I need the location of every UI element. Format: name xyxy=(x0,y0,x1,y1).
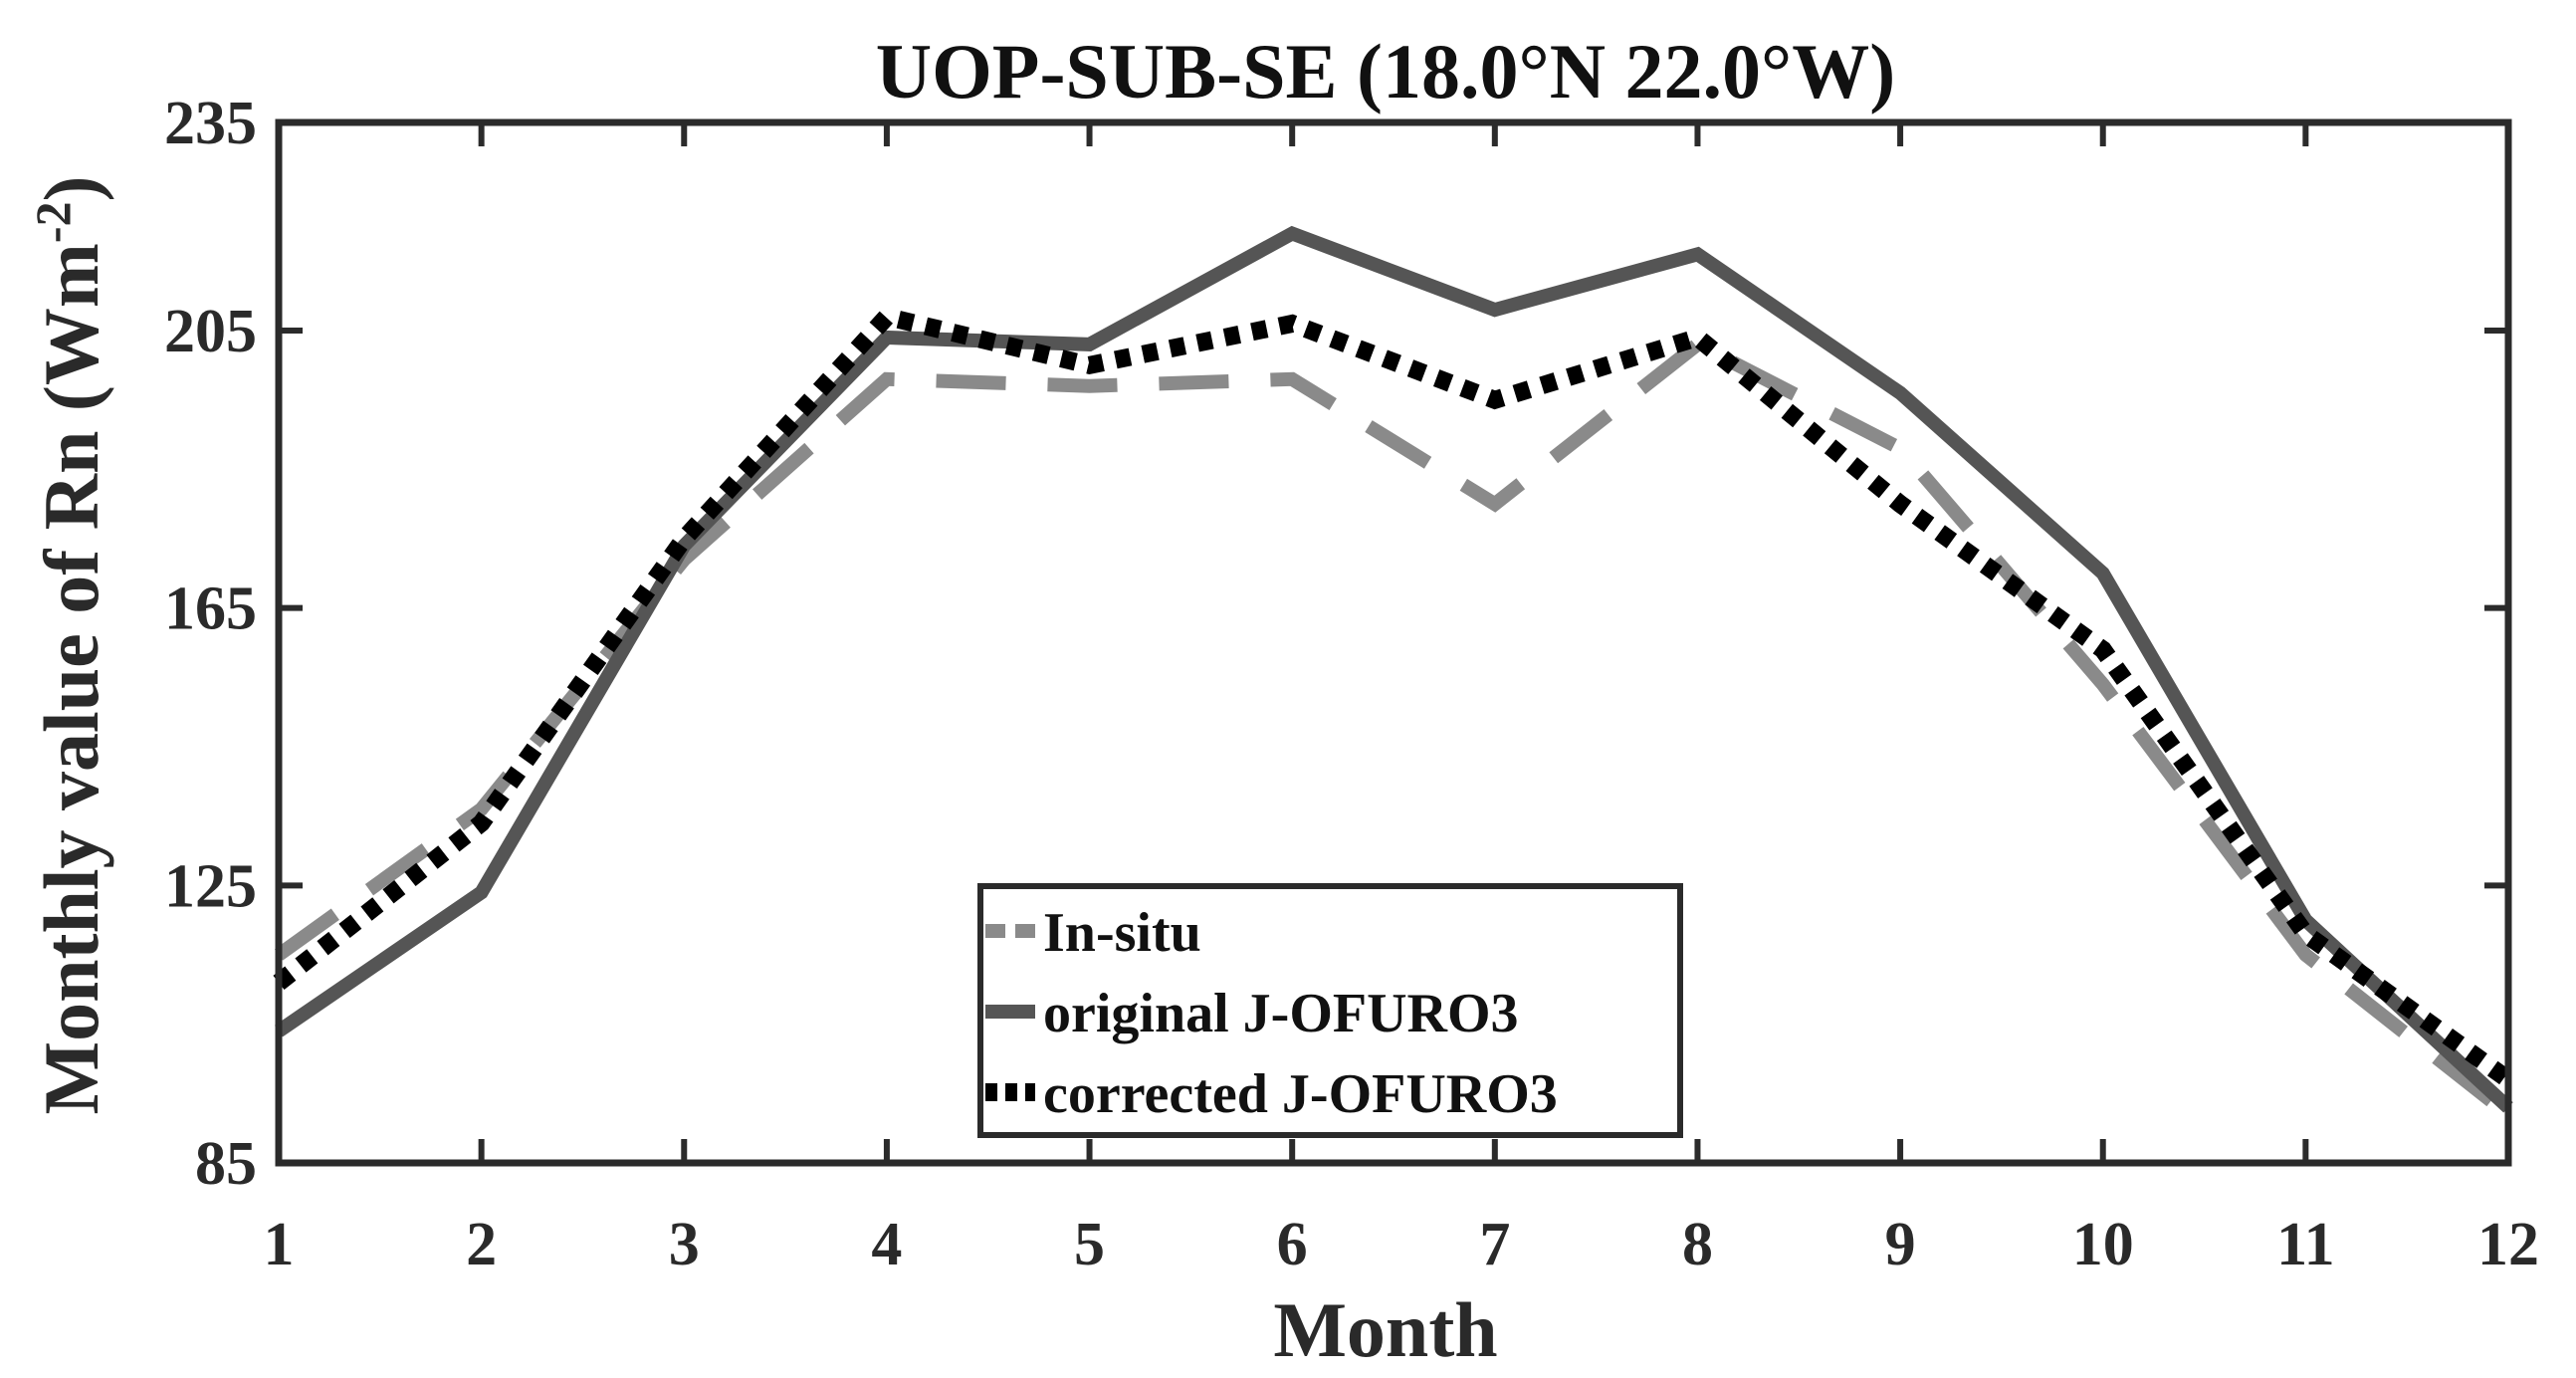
y-tick-label: 165 xyxy=(164,575,257,643)
x-tick-label: 10 xyxy=(2072,1211,2134,1278)
series-corrected-j-ofuro3-line xyxy=(273,307,2514,1087)
y-axis-label-main: Monthly value of Rn (Wm xyxy=(28,243,114,1114)
chart-title: UOP-SUB-SE (18.0°N 22.0°W) xyxy=(876,28,1895,115)
y-tick-label: 85 xyxy=(195,1130,257,1198)
x-tick-label: 12 xyxy=(2477,1211,2539,1278)
legend-label-in-situ: In-situ xyxy=(1043,902,1201,964)
x-tick-label: 9 xyxy=(1885,1211,1916,1278)
x-tick-label: 7 xyxy=(1479,1211,1510,1278)
x-tick-label: 3 xyxy=(669,1211,700,1278)
plot-frame xyxy=(275,118,2512,1167)
x-tick-label: 6 xyxy=(1277,1211,1308,1278)
x-tick-label: 8 xyxy=(1682,1211,1713,1278)
x-tick-label: 2 xyxy=(466,1211,497,1278)
y-axis-label-superscript: -2 xyxy=(25,201,81,243)
y-axis-label-close: ) xyxy=(28,176,114,202)
x-tick-label: 5 xyxy=(1074,1211,1105,1278)
legend-label-original: original J-OFURO3 xyxy=(1043,983,1519,1044)
legend-box xyxy=(977,883,1683,1138)
y-tick-label: 125 xyxy=(164,852,257,920)
series-original-j-ofuro3-line xyxy=(275,225,2513,1113)
x-axis-label: Month xyxy=(1273,1286,1497,1373)
series-in-situ-line xyxy=(274,336,2513,1120)
y-tick-label: 235 xyxy=(164,90,257,157)
x-tick-label: 4 xyxy=(871,1211,902,1278)
y-tick-label: 205 xyxy=(164,298,257,365)
legend-label-corrected: corrected J-OFURO3 xyxy=(1043,1063,1558,1125)
legend: In-situ original J-OFURO3 corrected J-OF… xyxy=(977,883,1683,1138)
y-axis-label: Monthly value of Rn (Wm-2) xyxy=(25,176,114,1115)
x-tick-label: 1 xyxy=(264,1211,295,1278)
x-tick-label: 11 xyxy=(2276,1211,2335,1278)
